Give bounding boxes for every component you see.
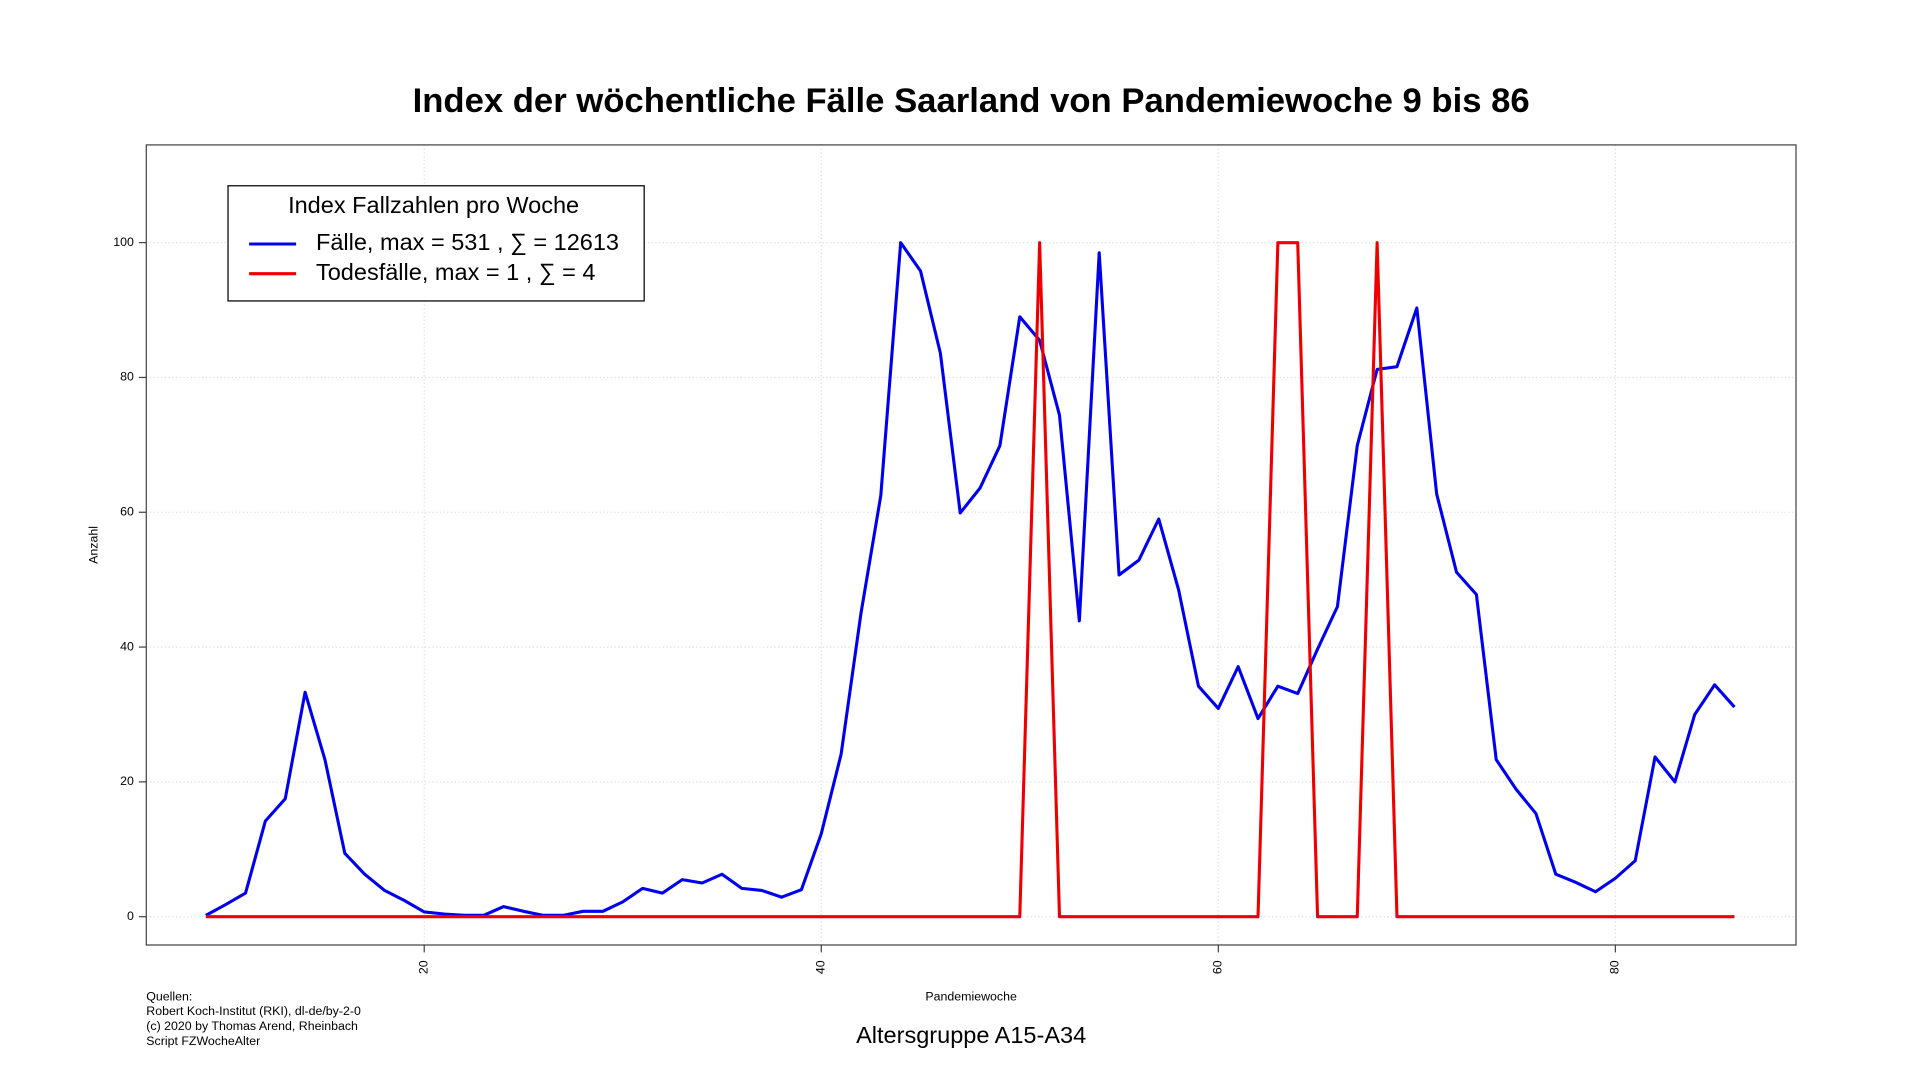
grid: 0 20 40 60 80 100 20 40 60 80: [113, 144, 1797, 974]
y-axis-label: Anzahl: [87, 526, 101, 564]
data-line: [205, 241, 1736, 917]
source-line: (c) 2020 by Thomas Arend, Rheinbach: [146, 1019, 358, 1033]
x-tick-label: 40: [814, 960, 828, 974]
legend-title: Index Fallzahlen pro Woche: [288, 192, 579, 218]
legend-label: Fälle, max = 531 , ∑ = 12613: [316, 229, 619, 255]
x-tick-label: 80: [1608, 960, 1622, 974]
y-tick-label: 20: [120, 774, 134, 788]
x-tick-label: 60: [1211, 960, 1225, 974]
y-tick-label: 0: [127, 909, 134, 923]
y-tick-label: 100: [113, 235, 134, 249]
data-line: [205, 241, 1735, 919]
source-line: Script FZWocheAlter: [146, 1034, 260, 1048]
source-line: Robert Koch-Institut (RKI), dl-de/by-2-0: [146, 1004, 361, 1018]
legend: Index Fallzahlen pro Woche Fälle, max = …: [227, 185, 645, 302]
subtitle: Altersgruppe A15-A34: [856, 1022, 1086, 1048]
x-axis-label: Pandemiewoche: [925, 989, 1017, 1003]
y-tick-label: 40: [120, 639, 134, 653]
y-tick-label: 60: [120, 505, 134, 519]
legend-box: [227, 185, 645, 302]
chart-title: Index der wöchentliche Fälle Saarland vo…: [413, 82, 1530, 120]
plot-frame: [145, 144, 1797, 946]
x-tick-label: 20: [416, 960, 430, 974]
legend-label: Todesfälle, max = 1 , ∑ = 4: [316, 259, 596, 285]
y-tick-label: 80: [120, 370, 134, 384]
source-line: Quellen:: [146, 989, 192, 1003]
plot-lines: [205, 241, 1736, 919]
